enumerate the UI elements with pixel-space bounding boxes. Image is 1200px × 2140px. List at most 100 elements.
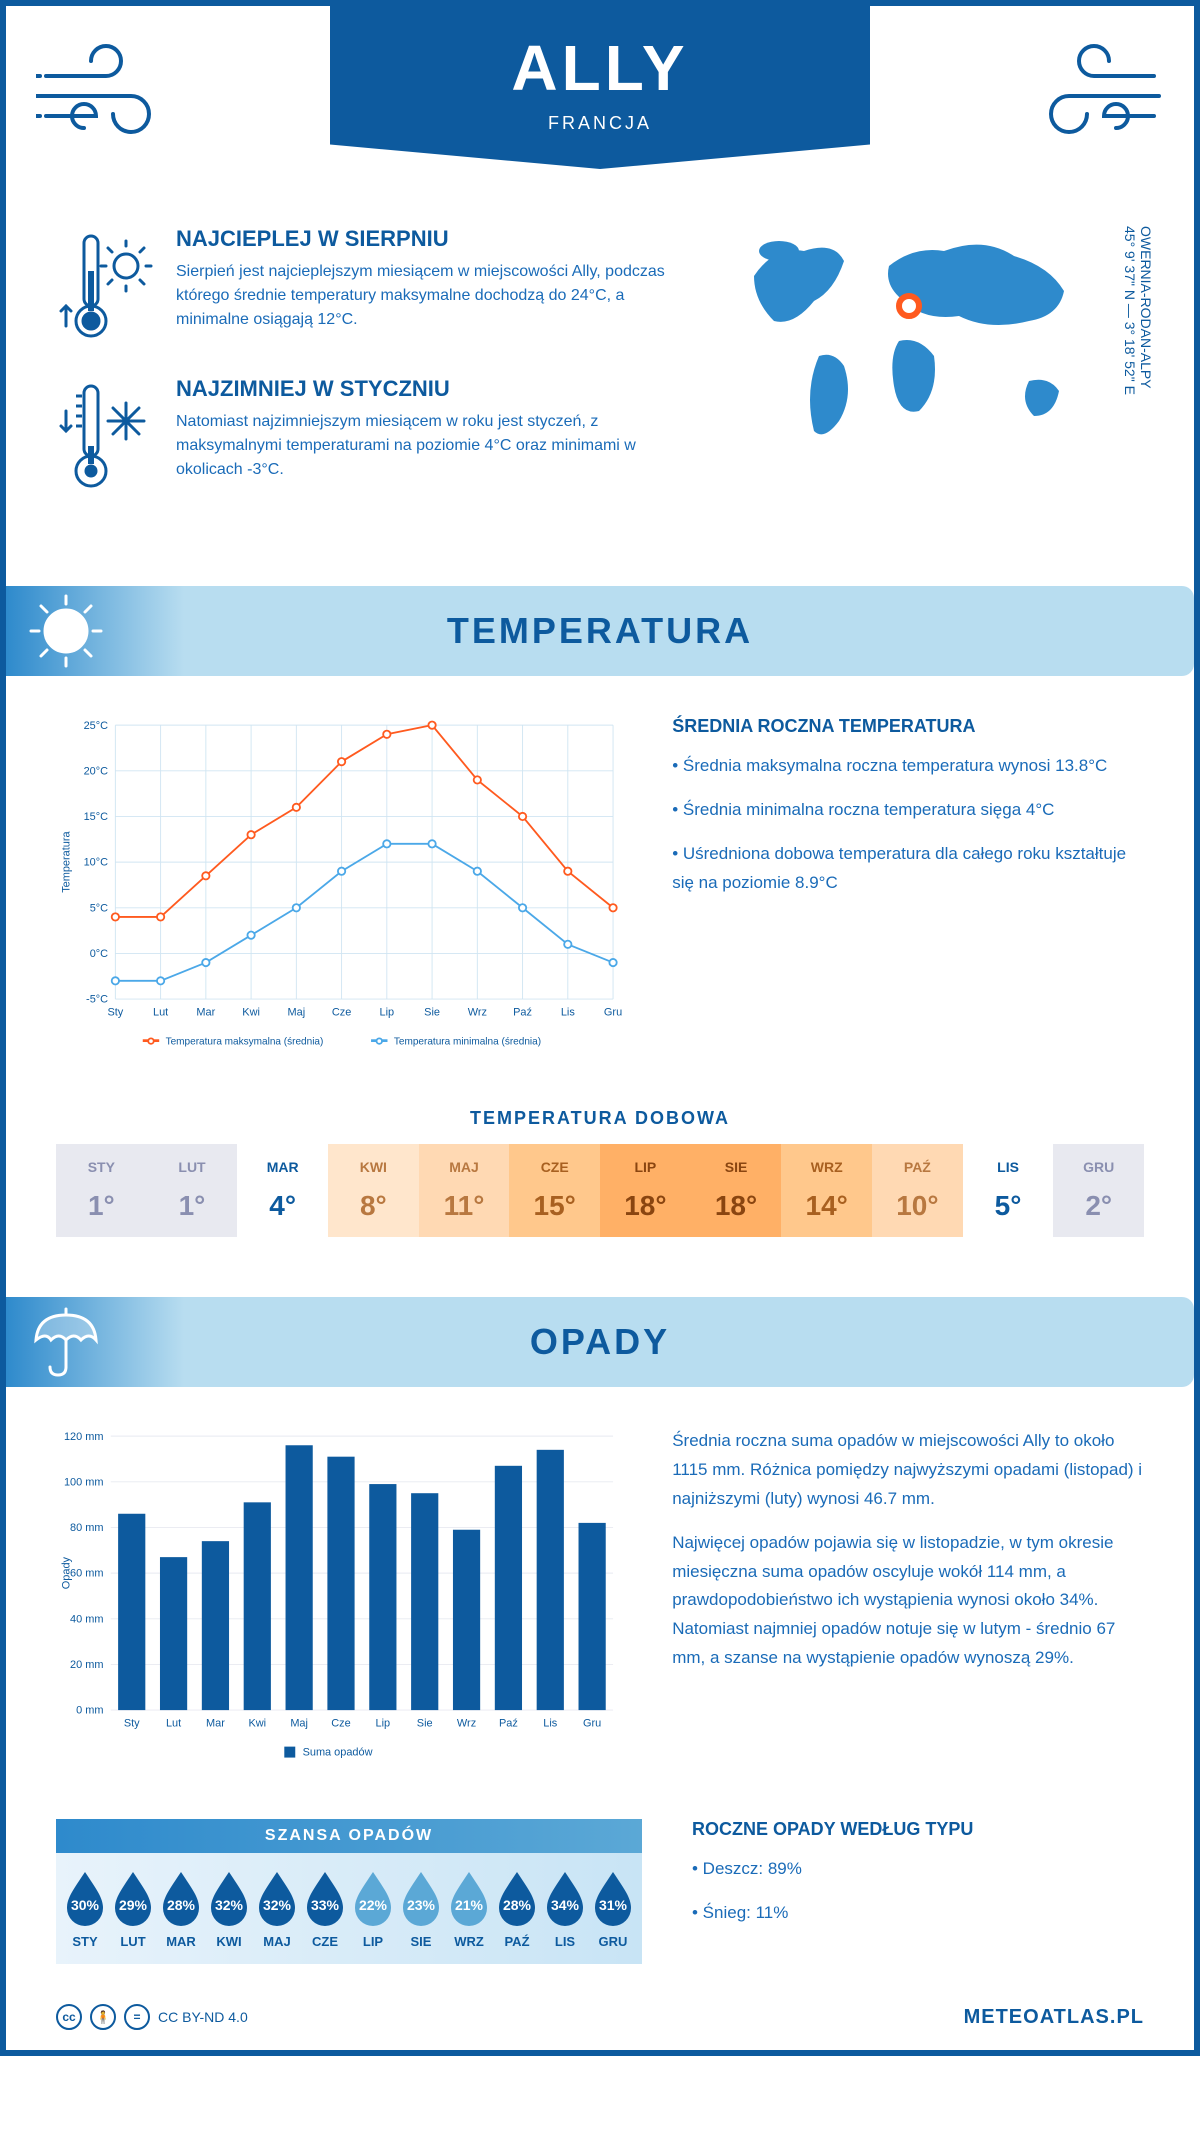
- rain-drop-cell: 31% GRU: [589, 1868, 637, 1949]
- svg-text:Lip: Lip: [380, 1007, 395, 1019]
- thermometer-hot-icon: [56, 226, 156, 346]
- svg-text:Lut: Lut: [166, 1718, 181, 1730]
- svg-text:32%: 32%: [215, 1897, 244, 1913]
- brand: METEOATLAS.PL: [964, 2006, 1144, 2029]
- temp-cell: MAR4°: [237, 1144, 328, 1237]
- precip-summary: Średnia roczna suma opadów w miejscowośc…: [672, 1427, 1144, 1779]
- temperature-header: TEMPERATURA: [6, 586, 1194, 676]
- rain-drop-cell: 22% LIP: [349, 1868, 397, 1949]
- info-left: NAJCIEPLEJ W SIERPNIU Sierpień jest najc…: [56, 226, 684, 526]
- svg-text:34%: 34%: [551, 1897, 580, 1913]
- temp-cell: GRU2°: [1053, 1144, 1144, 1237]
- svg-text:29%: 29%: [119, 1897, 148, 1913]
- svg-text:120 mm: 120 mm: [64, 1431, 104, 1443]
- coldest-desc: Natomiast najzimniejszym miesiącem w rok…: [176, 410, 684, 482]
- temp-table: STY1°LUT1°MAR4°KWI8°MAJ11°CZE15°LIP18°SI…: [56, 1144, 1144, 1237]
- temp-daily-title: TEMPERATURA DOBOWA: [56, 1108, 1144, 1129]
- temp-summary: ŚREDNIA ROCZNA TEMPERATURA • Średnia mak…: [672, 716, 1144, 1068]
- wind-icon-right: [1014, 36, 1164, 156]
- temp-content: -5°C0°C5°C10°C15°C20°C25°CStyLutMarKwiMa…: [6, 696, 1194, 1088]
- svg-text:Mar: Mar: [196, 1007, 215, 1019]
- umbrella-icon: [6, 1297, 126, 1387]
- temp-summary-title: ŚREDNIA ROCZNA TEMPERATURA: [672, 716, 1144, 737]
- svg-text:40 mm: 40 mm: [70, 1613, 103, 1625]
- temp-cell: WRZ14°: [781, 1144, 872, 1237]
- svg-text:20°C: 20°C: [84, 765, 109, 777]
- svg-text:60 mm: 60 mm: [70, 1568, 103, 1580]
- temp-cell: LIS5°: [963, 1144, 1054, 1237]
- svg-text:20 mm: 20 mm: [70, 1659, 103, 1671]
- precip-header: OPADY: [6, 1297, 1194, 1387]
- svg-text:Paź: Paź: [499, 1718, 518, 1730]
- svg-text:25°C: 25°C: [84, 720, 109, 732]
- svg-text:Lis: Lis: [561, 1007, 576, 1019]
- rain-drops: 30% STY 29% LUT 28% MAR 32% KWI 32% MAJ: [56, 1853, 642, 1964]
- temp-cell: LIP18°: [600, 1144, 691, 1237]
- svg-text:5°C: 5°C: [90, 902, 108, 914]
- temp-bullet-0: • Średnia maksymalna roczna temperatura …: [672, 752, 1144, 781]
- title-banner: ALLY FRANCJA: [330, 6, 870, 169]
- coldest-block: NAJZIMNIEJ W STYCZNIU Natomiast najzimni…: [56, 376, 684, 496]
- warmest-title: NAJCIEPLEJ W SIERPNIU: [176, 226, 684, 252]
- svg-text:Wrz: Wrz: [457, 1718, 476, 1730]
- coldest-text: NAJZIMNIEJ W STYCZNIU Natomiast najzimni…: [176, 376, 684, 496]
- temp-cell: KWI8°: [328, 1144, 419, 1237]
- rain-drop-cell: 32% MAJ: [253, 1868, 301, 1949]
- rain-drop-cell: 28% PAŹ: [493, 1868, 541, 1949]
- rain-drop-cell: 28% MAR: [157, 1868, 205, 1949]
- svg-text:Cze: Cze: [331, 1718, 350, 1730]
- svg-text:Lip: Lip: [376, 1718, 391, 1730]
- svg-text:Temperatura minimalna (średnia: Temperatura minimalna (średnia): [394, 1037, 541, 1048]
- coords-latlon: 45° 9' 37" N — 3° 18' 52" E: [1122, 226, 1138, 395]
- rain-chance: SZANSA OPADÓW 30% STY 29% LUT 28% MAR 32…: [56, 1819, 642, 1964]
- precip-chart: 0 mm20 mm40 mm60 mm80 mm100 mm120 mmStyL…: [56, 1427, 622, 1779]
- cc-icon: cc: [56, 2004, 82, 2030]
- temp-daily: TEMPERATURA DOBOWA STY1°LUT1°MAR4°KWI8°M…: [6, 1088, 1194, 1257]
- coords-region: OWERNIA-RODAN-ALPY: [1138, 226, 1154, 389]
- svg-text:-5°C: -5°C: [86, 994, 108, 1006]
- temp-cell: MAJ11°: [419, 1144, 510, 1237]
- sun-icon: [6, 586, 126, 676]
- svg-text:33%: 33%: [311, 1897, 340, 1913]
- warmest-text: NAJCIEPLEJ W SIERPNIU Sierpień jest najc…: [176, 226, 684, 346]
- temp-cell: LUT1°: [147, 1144, 238, 1237]
- svg-text:Gru: Gru: [583, 1718, 601, 1730]
- svg-text:0 mm: 0 mm: [76, 1705, 103, 1717]
- svg-text:Lut: Lut: [153, 1007, 168, 1019]
- svg-text:0°C: 0°C: [90, 948, 108, 960]
- svg-text:15°C: 15°C: [84, 811, 109, 823]
- svg-text:10°C: 10°C: [84, 857, 109, 869]
- wind-icon-left: [36, 36, 186, 156]
- rain-drop-cell: 34% LIS: [541, 1868, 589, 1949]
- license: cc 🧍 = CC BY-ND 4.0: [56, 2004, 248, 2030]
- svg-text:Cze: Cze: [332, 1007, 351, 1019]
- svg-text:Sty: Sty: [124, 1718, 140, 1730]
- rain-drop-cell: 29% LUT: [109, 1868, 157, 1949]
- svg-text:Sie: Sie: [424, 1007, 440, 1019]
- rain-drop-cell: 21% WRZ: [445, 1868, 493, 1949]
- thermometer-cold-icon: [56, 376, 156, 496]
- svg-text:21%: 21%: [455, 1897, 484, 1913]
- rain-drop-cell: 30% STY: [61, 1868, 109, 1949]
- rain-drop-cell: 23% SIE: [397, 1868, 445, 1949]
- precip-type-rain: • Deszcz: 89%: [692, 1855, 1144, 1884]
- precip-content: 0 mm20 mm40 mm60 mm80 mm100 mm120 mmStyL…: [6, 1407, 1194, 1799]
- precip-title: OPADY: [126, 1321, 1194, 1363]
- license-text: CC BY-ND 4.0: [158, 2009, 248, 2025]
- svg-text:Kwi: Kwi: [242, 1007, 260, 1019]
- temperature-title: TEMPERATURA: [126, 610, 1194, 652]
- temp-chart: -5°C0°C5°C10°C15°C20°C25°CStyLutMarKwiMa…: [56, 716, 622, 1068]
- svg-text:Mar: Mar: [206, 1718, 225, 1730]
- svg-text:Sty: Sty: [107, 1007, 123, 1019]
- svg-text:Wrz: Wrz: [468, 1007, 487, 1019]
- header: ALLY FRANCJA: [6, 6, 1194, 206]
- info-row: NAJCIEPLEJ W SIERPNIU Sierpień jest najc…: [6, 206, 1194, 566]
- svg-text:22%: 22%: [359, 1897, 388, 1913]
- svg-text:Temperatura maksymalna (średni: Temperatura maksymalna (średnia): [166, 1037, 324, 1048]
- svg-text:Opady: Opady: [61, 1556, 73, 1589]
- coords: OWERNIA-RODAN-ALPY 45° 9' 37" N — 3° 18'…: [1122, 226, 1154, 395]
- temp-cell: CZE15°: [509, 1144, 600, 1237]
- svg-text:28%: 28%: [503, 1897, 532, 1913]
- temp-cell: STY1°: [56, 1144, 147, 1237]
- world-map-icon: [724, 226, 1104, 456]
